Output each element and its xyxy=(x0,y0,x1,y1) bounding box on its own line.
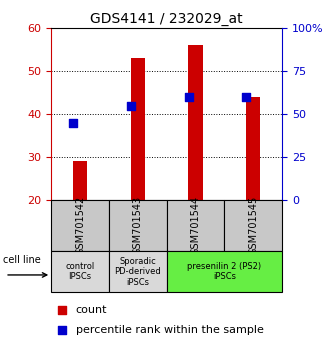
Text: control
IPSCs: control IPSCs xyxy=(65,262,95,281)
Text: percentile rank within the sample: percentile rank within the sample xyxy=(76,325,263,336)
Text: GSM701543: GSM701543 xyxy=(133,196,143,255)
Bar xyxy=(224,200,282,251)
Bar xyxy=(131,58,145,200)
Bar xyxy=(109,200,167,251)
Text: GSM701545: GSM701545 xyxy=(248,196,258,255)
Bar xyxy=(246,97,260,200)
Text: Sporadic
PD-derived
iPSCs: Sporadic PD-derived iPSCs xyxy=(115,257,161,287)
Point xyxy=(59,307,65,313)
Point xyxy=(59,328,65,333)
Point xyxy=(128,103,133,108)
Bar xyxy=(188,46,203,200)
Bar xyxy=(51,200,109,251)
Title: GDS4141 / 232029_at: GDS4141 / 232029_at xyxy=(90,12,243,26)
Text: presenilin 2 (PS2)
iPSCs: presenilin 2 (PS2) iPSCs xyxy=(187,262,261,281)
Text: GSM701544: GSM701544 xyxy=(190,196,201,255)
Bar xyxy=(109,251,167,292)
Bar xyxy=(167,251,282,292)
Point xyxy=(71,120,76,126)
Point xyxy=(186,94,191,100)
Bar xyxy=(167,200,224,251)
Text: GSM701542: GSM701542 xyxy=(75,196,85,255)
Bar xyxy=(73,161,87,200)
Point xyxy=(244,94,249,100)
Bar xyxy=(51,251,109,292)
Text: cell line: cell line xyxy=(3,255,40,265)
Text: count: count xyxy=(76,305,107,315)
